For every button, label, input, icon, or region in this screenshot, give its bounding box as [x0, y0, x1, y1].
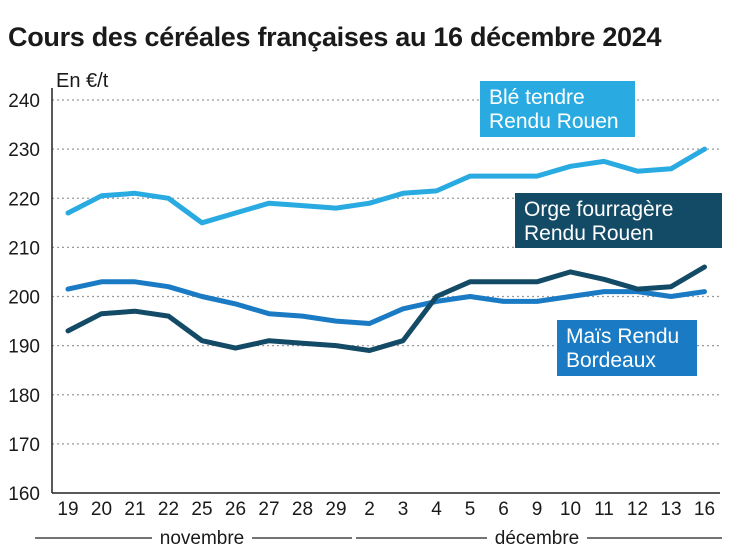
x-tick-label: 4: [431, 499, 442, 520]
y-tick-label: 230: [8, 140, 40, 161]
y-axis-unit-label: En €/t: [56, 70, 109, 92]
x-tick-label: 22: [158, 499, 179, 520]
x-tick-label: 2: [364, 499, 375, 520]
x-tick-label: 11: [594, 499, 614, 520]
month-brackets: novembre décembre: [35, 528, 722, 549]
x-axis-ticks: 19 20 21 22 25 26 27 28 29 2 3 4 5 6 9 10 11 12 13 16: [57, 499, 715, 520]
y-tick-label: 170: [8, 435, 40, 456]
x-tick-label: 27: [258, 499, 279, 520]
series-label-text: Rendu Rouen: [524, 222, 654, 245]
month-label: novembre: [160, 528, 245, 549]
series-label-text: Rendu Rouen: [489, 110, 619, 133]
x-tick-label: 28: [292, 499, 313, 520]
x-tick-label: 5: [465, 499, 476, 520]
series-label-box: [480, 81, 635, 137]
x-tick-label: 6: [498, 499, 509, 520]
series-line: [65, 146, 707, 226]
x-tick-label: 10: [560, 499, 581, 520]
gridlines: [52, 99, 720, 445]
y-tick-label: 190: [8, 337, 40, 358]
y-tick-label: 180: [8, 386, 40, 407]
x-tick-label: 16: [694, 499, 715, 520]
x-tick-label: 29: [325, 499, 346, 520]
x-tick-label: 13: [660, 499, 681, 520]
series-label-box: [515, 193, 722, 248]
y-tick-label: 210: [8, 238, 40, 259]
y-tick-label: 200: [8, 288, 40, 309]
series-label-box: [557, 320, 697, 376]
x-tick-label: 9: [532, 499, 543, 520]
x-tick-label: 20: [91, 499, 112, 520]
x-tick-label: 25: [191, 499, 212, 520]
x-tick-label: 19: [57, 499, 78, 520]
series-label-text: Blé tendre: [489, 86, 585, 109]
axes: [51, 88, 720, 494]
x-tick-label: 26: [225, 499, 246, 520]
series-label-text: Orge fourragère: [524, 198, 673, 221]
series-label-text: Maïs Rendu: [566, 325, 679, 348]
y-tick-label: 240: [8, 91, 40, 112]
series-label-text: Bordeaux: [566, 349, 656, 372]
chart-title: Cours des céréales françaises au 16 déce…: [8, 22, 662, 52]
y-tick-label: 220: [8, 189, 40, 210]
series-lines: [65, 146, 707, 353]
series-line: [65, 264, 707, 353]
y-tick-label: 160: [8, 484, 40, 505]
y-axis-ticks: 160 170 180 190 200 210 220 230 240: [8, 91, 40, 505]
x-tick-label: 21: [124, 499, 145, 520]
series-line: [65, 279, 707, 326]
month-label: décembre: [495, 528, 580, 549]
x-tick-label: 12: [627, 499, 648, 520]
x-tick-label: 3: [398, 499, 409, 520]
